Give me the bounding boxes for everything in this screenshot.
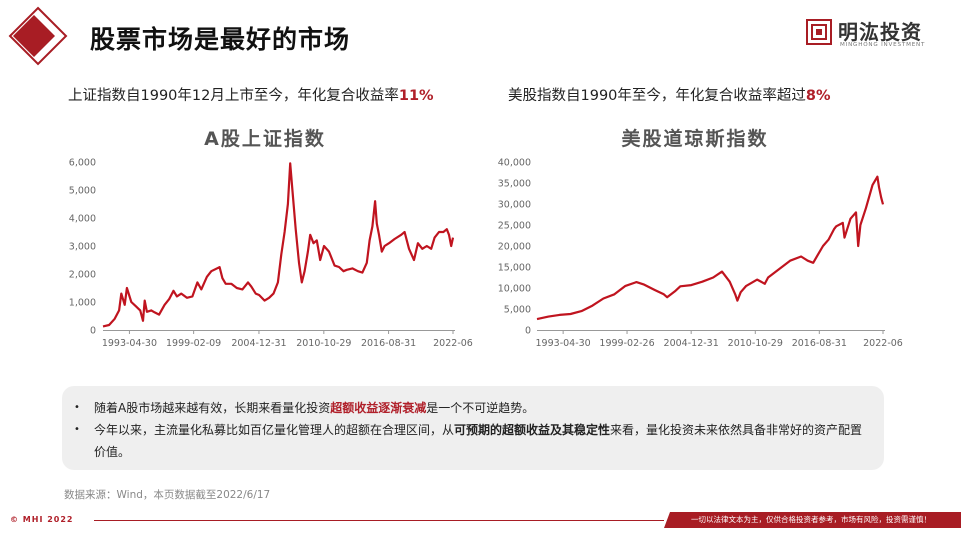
- sse-y-tick-label: 6,000: [69, 158, 96, 169]
- sse-y-tick-label: 3,000: [69, 242, 96, 253]
- note-item-2: • 今年以来，主流量化私募比如百亿量化管理人的超额在合理区间，从可预期的超额收益…: [74, 419, 874, 463]
- dji-y-tick-label: 5,000: [504, 305, 531, 316]
- bullet-icon: •: [74, 424, 80, 435]
- dji-x-tick-label: 2004-12-31: [664, 338, 719, 349]
- note-2-text-c: 来看，量化投资未来依然具备非常好的资产配置价值。: [94, 423, 863, 459]
- dji-x-tick-label: 2016-08-31: [792, 338, 847, 349]
- disclaimer-bar: 一切以法律文本为主，仅供合格投资者参考，市场有风险，投资需谨慎！: [664, 512, 961, 528]
- left-subhead: 上证指数自1990年12月上市至今，年化复合收益率11%: [68, 84, 434, 105]
- sse-x-tick-label: 2022-06: [433, 338, 473, 349]
- dji-series-line: [536, 175, 885, 321]
- dji-x-tick-label: 1999-02-26: [599, 338, 654, 349]
- brand-mark-icon: [806, 19, 832, 45]
- sse-y-tick-label: 2,000: [69, 270, 96, 281]
- logo-diamond-icon: [8, 6, 68, 66]
- sse-y-tick-label: 0: [90, 326, 96, 337]
- sse-y-tick-label: 1,000: [69, 298, 96, 309]
- copyright: © MHI 2022: [10, 515, 74, 524]
- dji-y-tick-label: 0: [525, 326, 531, 337]
- sse-y-tick-label: 4,000: [69, 214, 96, 225]
- note-1-highlight: 超额收益逐渐衰减: [330, 401, 427, 415]
- left-chart-title: A股上证指数: [204, 128, 326, 150]
- dji-x-tick-label: 2010-10-29: [728, 338, 783, 349]
- note-2-highlight: 可预期的超额收益及其稳定性: [454, 423, 611, 437]
- note-1-text-c: 是一个不可逆趋势。: [426, 401, 535, 415]
- dji-y-tick-label: 40,000: [498, 158, 531, 169]
- disclaimer-text: 一切以法律文本为主，仅供合格投资者参考，市场有风险，投资需谨慎！: [691, 515, 931, 524]
- note-2-text-a: 今年以来，主流量化私募比如百亿量化管理人的超额在合理区间，从: [94, 423, 455, 437]
- brand-subtitle: MINGHONG INVESTMENT: [840, 42, 926, 48]
- dji-y-tick-label: 10,000: [498, 284, 531, 295]
- note-item-1: • 随着A股市场越来越有效，长期来看量化投资超额收益逐渐衰减是一个不可逆趋势。: [74, 397, 874, 419]
- bullet-icon: •: [74, 402, 80, 413]
- sse-series-line: [102, 162, 455, 328]
- brand-logo: 明汯投资 MINGHONG INVESTMENT: [806, 18, 936, 50]
- right-subhead-text: 美股指数自1990年至今，年化复合收益率超过: [508, 88, 806, 104]
- brand-name: 明汯投资: [838, 20, 922, 44]
- right-subhead: 美股指数自1990年至今，年化复合收益率超过8%: [508, 84, 831, 105]
- note-1-text-a: 随着A股市场越来越有效，长期来看量化投资: [94, 401, 331, 415]
- right-subhead-highlight: 8%: [805, 88, 831, 104]
- footer-divider: [94, 520, 664, 521]
- sse-y-tick-label: 5,000: [69, 186, 96, 197]
- sse-x-tick-label: 2010-10-29: [296, 338, 351, 349]
- right-chart-title: 美股道琼斯指数: [621, 128, 769, 150]
- page-title: 股票市场是最好的市场: [90, 25, 351, 54]
- dji-x-tick-label: 2022-06: [863, 338, 903, 349]
- notes-box: • 随着A股市场越来越有效，长期来看量化投资超额收益逐渐衰减是一个不可逆趋势。 …: [62, 386, 884, 470]
- sse-x-tick-label: 2016-08-31: [361, 338, 416, 349]
- sse-x-tick-label: 2004-12-31: [231, 338, 286, 349]
- dji-y-tick-label: 20,000: [498, 242, 531, 253]
- sse-x-tick-label: 1999-02-09: [166, 338, 221, 349]
- left-subhead-highlight: 11%: [398, 88, 434, 104]
- data-source: 数据来源：Wind，本页数据截至2022/6/17: [64, 489, 271, 501]
- dji-x-tick-label: 1993-04-30: [536, 338, 591, 349]
- dji-y-tick-label: 15,000: [498, 263, 531, 274]
- left-subhead-text: 上证指数自1990年12月上市至今，年化复合收益率: [68, 88, 399, 104]
- dji-y-tick-label: 30,000: [498, 200, 531, 211]
- sse-x-tick-label: 1993-04-30: [102, 338, 157, 349]
- dji-y-tick-label: 25,000: [498, 221, 531, 232]
- dji-y-tick-label: 35,000: [498, 179, 531, 190]
